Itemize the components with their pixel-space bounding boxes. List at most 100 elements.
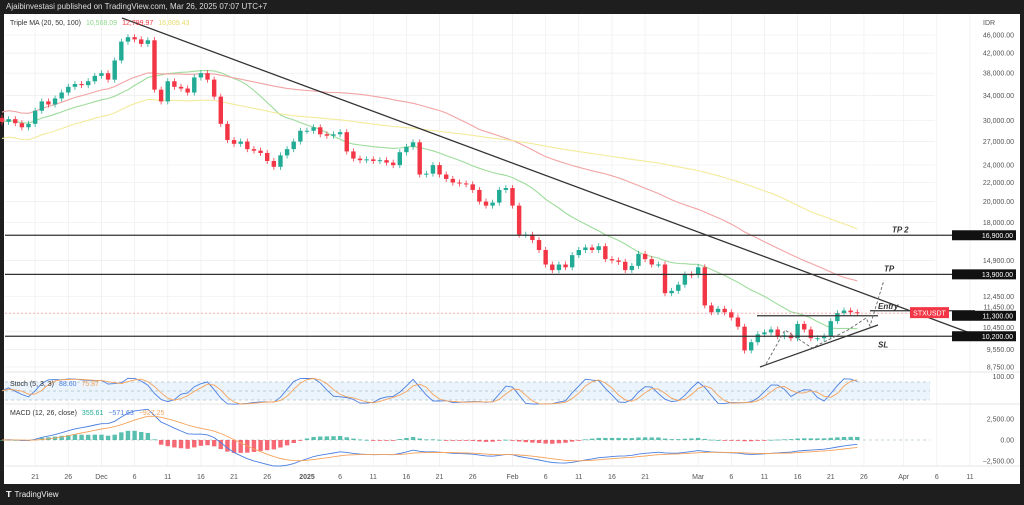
macd-histogram-bar [497,440,502,441]
macd-histogram-bar [59,435,64,440]
candle-down [450,178,456,183]
macd-histogram-bar [85,434,91,440]
macd-histogram-bar [835,437,840,440]
candle-down [516,205,522,235]
macd-signal-line [1,415,858,462]
candle-down [735,317,741,327]
candle-down [271,160,277,167]
candle-up [424,173,429,175]
candle-up [26,123,31,128]
ma100-value: 16,809.43 [158,20,189,27]
candle-up [39,101,44,111]
macd-histogram-bar [503,439,509,441]
candle-down [603,246,608,260]
time-axis-label: 26 [64,474,72,481]
candle-up [430,165,436,174]
macd-axis-label: −2,500.00 [983,459,1014,466]
candle-down [231,140,237,144]
candle-down [709,305,714,313]
macd-histogram-bar [543,440,548,444]
candle-up [410,142,416,147]
time-axis-label: 11 [761,474,768,481]
price-axis-label: 27,000.00 [983,139,1014,146]
macd-histogram-bar [198,440,204,446]
price-axis-label: 34,000.00 [983,93,1014,100]
candle-up [835,313,840,322]
macd-histogram-bar [66,435,71,440]
price-axis-label: 10,450.00 [983,325,1014,332]
candle-up [676,284,681,291]
candle-up [695,267,701,276]
level-label-tp: TP [884,264,895,273]
candle-down [384,160,389,163]
candle-down [742,326,747,351]
candle-up [311,127,316,131]
candle-down [729,312,734,318]
time-axis-label: Dec [95,474,108,481]
macd-histogram-bar [735,440,741,441]
candle-up [278,155,283,167]
macd-histogram-bar [848,436,853,440]
macd-histogram-bar [715,439,721,441]
macd-histogram-bar [192,440,197,448]
stoch-d-value: 75.87 [82,381,100,388]
candle-down [609,259,615,261]
macd-histogram-bar [782,439,787,441]
candle-down [463,183,469,185]
macd-signal-value: −927.25 [139,410,165,417]
time-axis-label: 6 [133,474,137,481]
candle-up [125,37,131,42]
candle-down [46,101,51,105]
candle-down [702,267,707,306]
candle-up [304,130,310,132]
macd-histogram-bar [105,435,111,440]
macd-histogram-bar [304,438,310,440]
macd-histogram-bar [185,440,190,449]
macd-hist-value: 355.61 [82,410,104,417]
candle-up [629,265,635,271]
candle-down [662,264,668,294]
brand-name: TradingView [14,490,59,499]
candle-down [258,150,263,153]
tradingview-logo-icon: 𝗧 [6,490,12,499]
candle-down [79,84,84,86]
candle-down [536,240,542,250]
ma-legend-title: Triple MA (20, 50, 100) [10,20,81,27]
macd-histogram-bar [510,440,515,441]
macd-histogram-bar [158,440,164,445]
candle-up [291,141,296,150]
candle-up [762,332,767,335]
macd-histogram-bar [324,436,330,440]
macd-histogram-bar [298,440,303,441]
candle-up [198,73,204,78]
candle-up [569,255,575,268]
time-axis-label: 16 [197,474,205,481]
macd-histogram-bar [470,440,475,441]
candle-down [351,151,356,159]
macd-histogram-bar [616,437,621,440]
macd-histogram-bar [556,440,562,444]
macd-histogram-bar [351,438,356,440]
time-axis-label: 16 [794,474,802,481]
candle-up [404,146,409,153]
macd-histogram-bar [337,435,343,440]
candle-up [112,60,117,80]
ma50-value: 12,799.97 [122,20,153,27]
macd-histogram-bar [516,440,522,442]
price-level-badge [952,230,1016,241]
candle-down [543,249,548,265]
macd-histogram-bar [112,434,117,440]
candle-up [397,152,402,166]
macd-histogram-bar [695,437,701,440]
candle-up [682,274,688,285]
price-axis-label: 8,750.00 [987,364,1014,371]
macd-histogram-bar [682,438,688,440]
macd-histogram-bar [457,440,462,441]
ma100-line [1,98,858,230]
publisher-text: Ajaibinvestasi published on TradingView.… [6,2,268,11]
macd-histogram-bar [172,440,177,448]
macd-histogram-bar [821,438,827,440]
macd-histogram-bar [563,440,568,443]
candle-down [225,123,230,141]
